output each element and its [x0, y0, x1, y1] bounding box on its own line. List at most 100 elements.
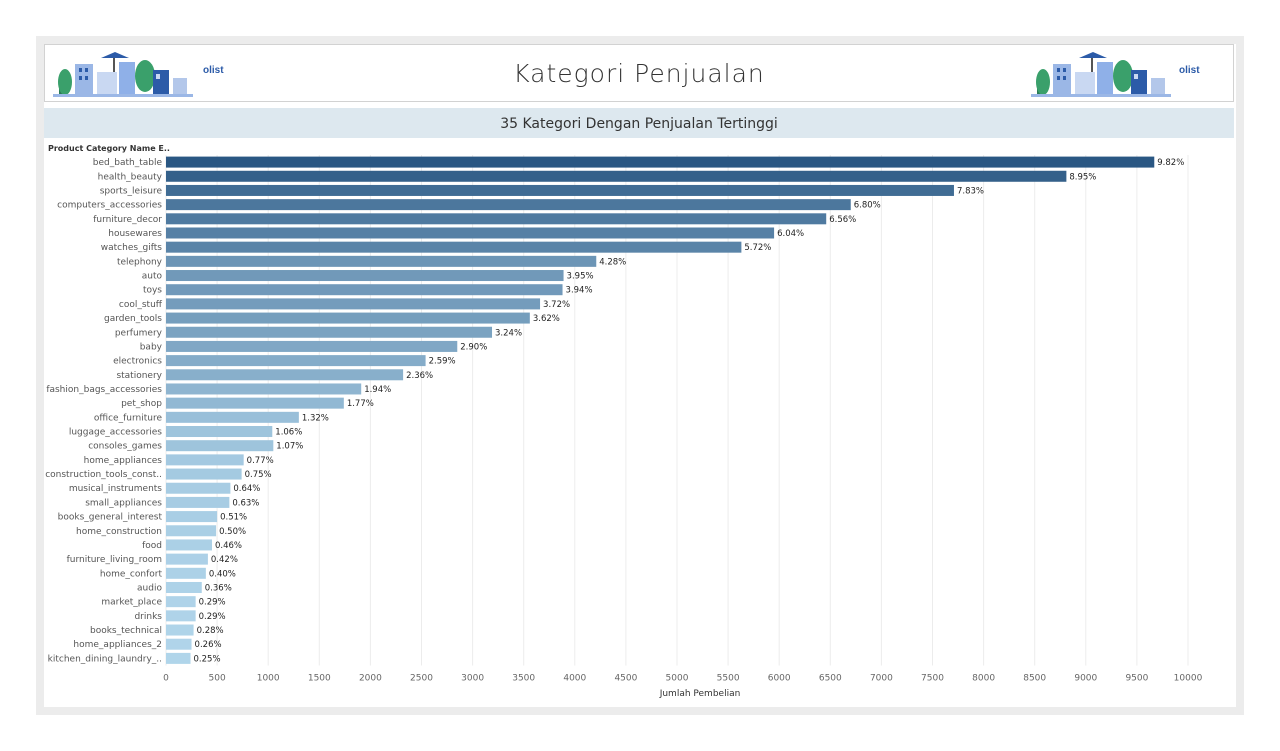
bar [166, 383, 362, 395]
bar [166, 624, 194, 636]
olist-logo-left: olist [203, 65, 224, 76]
x-tick-label: 10000 [1174, 673, 1203, 683]
x-tick-label: 7500 [921, 673, 944, 683]
category-label: housewares [108, 229, 162, 239]
bar [166, 241, 742, 253]
category-label: luggage_accessories [69, 428, 162, 438]
data-label: 6.56% [829, 215, 856, 225]
city-illustration-right [1031, 52, 1171, 97]
category-label: stationery [116, 371, 162, 381]
data-label: 7.83% [957, 186, 984, 196]
category-label: home_confort [100, 569, 163, 579]
data-label: 2.90% [460, 342, 487, 352]
x-tick-label: 6000 [768, 673, 791, 683]
bar [166, 411, 299, 423]
x-tick-label: 7000 [870, 673, 893, 683]
bar [166, 312, 530, 324]
bar [166, 440, 274, 452]
data-label: 0.75% [245, 470, 272, 480]
category-label: small_appliances [85, 498, 162, 508]
data-label: 3.95% [567, 272, 594, 282]
data-label: 0.42% [211, 555, 238, 565]
category-label: kitchen_dining_laundry_.. [48, 654, 162, 664]
bar [166, 596, 196, 608]
bar [166, 340, 458, 352]
bar [166, 227, 775, 239]
bar [166, 397, 344, 409]
bar [166, 369, 404, 381]
bar [166, 426, 273, 438]
bar [166, 511, 218, 523]
data-label: 0.25% [194, 654, 221, 664]
bar [166, 213, 827, 225]
bar [166, 553, 208, 565]
x-tick-label: 8000 [972, 673, 995, 683]
data-label: 9.82% [1157, 158, 1184, 168]
bar [166, 567, 206, 579]
category-label: furniture_living_room [67, 555, 162, 565]
data-label: 0.64% [233, 484, 260, 494]
data-label: 1.07% [276, 442, 303, 452]
category-label: perfumery [115, 328, 163, 338]
page-title: Kategori Penjualan [513, 59, 765, 88]
data-label: 4.28% [599, 257, 626, 267]
category-label: auto [142, 272, 163, 282]
bar [166, 638, 192, 650]
x-tick-label: 5000 [666, 673, 689, 683]
category-label: fashion_bags_accessories [46, 385, 162, 395]
x-tick-label: 9000 [1074, 673, 1097, 683]
category-label: home_appliances_2 [73, 640, 162, 650]
x-tick-label: 0 [163, 673, 169, 683]
data-label: 0.50% [219, 527, 246, 537]
data-label: 3.24% [495, 328, 522, 338]
x-tick-label: 3000 [461, 673, 484, 683]
data-label: 0.46% [215, 541, 242, 551]
category-label: bed_bath_table [93, 158, 163, 168]
bar [166, 652, 191, 664]
data-label: 2.59% [429, 357, 456, 367]
bar [166, 298, 541, 310]
category-label: office_furniture [94, 413, 163, 423]
data-label: 3.62% [533, 314, 560, 324]
x-tick-label: 4000 [563, 673, 586, 683]
data-label: 0.29% [199, 612, 226, 622]
data-label: 0.29% [199, 598, 226, 608]
bar [166, 610, 196, 622]
x-tick-label: 1000 [257, 673, 280, 683]
x-tick-label: 1500 [308, 673, 331, 683]
bar [166, 468, 242, 480]
x-tick-label: 4500 [614, 673, 637, 683]
bar [166, 496, 230, 508]
bar [166, 156, 1155, 168]
bar [166, 170, 1067, 182]
city-illustration-left [53, 52, 193, 97]
category-label: baby [140, 342, 163, 352]
bar [166, 454, 244, 466]
data-label: 0.26% [195, 640, 222, 650]
category-label: construction_tools_const.. [45, 470, 162, 480]
data-label: 2.36% [406, 371, 433, 381]
data-label: 6.04% [777, 229, 804, 239]
data-label: 6.80% [854, 201, 881, 211]
category-label: books_technical [90, 626, 162, 636]
data-label: 3.72% [543, 300, 570, 310]
x-tick-label: 2000 [359, 673, 382, 683]
bar [166, 539, 212, 551]
category-label: pet_shop [121, 399, 162, 409]
category-label: audio [137, 583, 162, 593]
bar [166, 284, 563, 296]
category-label: musical_instruments [69, 484, 162, 494]
data-label: 1.94% [364, 385, 391, 395]
category-label: furniture_decor [93, 215, 162, 225]
data-label: 0.28% [197, 626, 224, 636]
category-label: drinks [134, 612, 162, 622]
data-label: 0.40% [209, 569, 236, 579]
chart-title-bar: 35 Kategori Dengan Penjualan Tertinggi [44, 108, 1234, 138]
category-label: cool_stuff [119, 300, 163, 310]
x-axis-title: Jumlah Pembelian [659, 689, 741, 699]
x-tick-label: 500 [209, 673, 226, 683]
data-label: 8.95% [1069, 172, 1096, 182]
category-label: toys [143, 286, 162, 296]
category-label: consoles_games [88, 442, 162, 452]
data-label: 5.72% [744, 243, 771, 253]
